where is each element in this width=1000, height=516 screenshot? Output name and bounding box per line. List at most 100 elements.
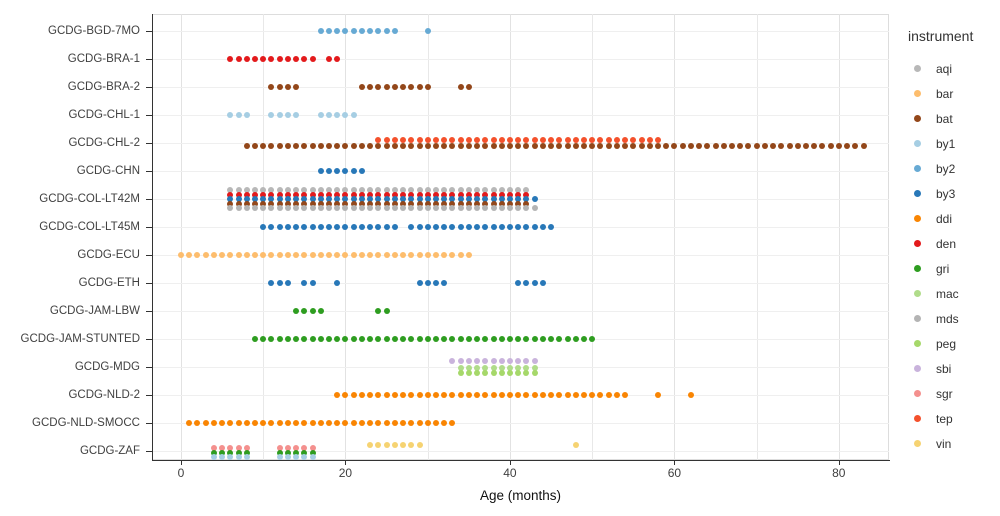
data-point xyxy=(252,56,258,62)
data-point xyxy=(441,336,448,343)
data-point xyxy=(630,136,637,143)
data-point xyxy=(465,370,472,377)
data-point xyxy=(556,392,563,399)
data-point xyxy=(227,252,234,259)
data-point xyxy=(326,205,332,212)
data-point xyxy=(334,336,341,343)
data-point xyxy=(293,445,300,452)
data-point xyxy=(531,280,538,287)
data-point xyxy=(375,224,382,231)
data-point xyxy=(408,224,415,231)
data-point xyxy=(515,191,522,198)
horizontal-gridline xyxy=(152,311,889,313)
data-point xyxy=(416,205,423,212)
data-point xyxy=(441,187,448,194)
data-point xyxy=(276,336,283,343)
data-point xyxy=(194,252,201,259)
data-point xyxy=(580,143,587,150)
data-point xyxy=(252,187,258,194)
legend-item-by3: by3 xyxy=(908,181,998,206)
data-point xyxy=(301,196,308,203)
legend-key-dot xyxy=(914,365,921,372)
data-point xyxy=(227,191,234,198)
vertical-gridline xyxy=(427,14,429,460)
data-point xyxy=(276,453,283,460)
data-point xyxy=(745,143,752,150)
data-point xyxy=(523,196,530,203)
data-point xyxy=(284,445,291,452)
data-point xyxy=(301,224,308,231)
y-axis-label: GCDG-CHL-1 xyxy=(68,109,140,122)
data-point xyxy=(416,136,423,143)
data-point xyxy=(301,200,308,207)
data-point xyxy=(548,392,554,399)
y-axis-label: GCDG-BRA-2 xyxy=(67,81,140,94)
data-point xyxy=(416,336,423,343)
legend-item-by1: by1 xyxy=(908,131,998,156)
data-point xyxy=(334,56,341,62)
data-point xyxy=(506,136,513,143)
data-point xyxy=(441,420,448,427)
data-point xyxy=(457,252,464,259)
data-point xyxy=(235,205,242,212)
data-point xyxy=(293,449,300,456)
data-point xyxy=(317,187,324,194)
data-point xyxy=(375,196,382,203)
data-point xyxy=(293,187,300,194)
data-point xyxy=(432,191,439,198)
horizontal-gridline xyxy=(152,255,889,257)
data-point xyxy=(474,336,480,343)
data-point xyxy=(219,252,226,259)
data-point xyxy=(358,420,365,427)
legend-key-dot xyxy=(914,265,921,272)
data-point xyxy=(811,143,818,150)
y-axis-tick xyxy=(146,171,152,173)
data-point xyxy=(449,224,456,231)
data-point xyxy=(441,205,448,212)
y-axis-label: GCDG-NLD-SMOCC xyxy=(32,417,140,430)
data-point xyxy=(391,28,398,34)
data-point xyxy=(432,392,439,399)
data-point xyxy=(432,196,439,203)
horizontal-gridline xyxy=(152,87,889,89)
data-point xyxy=(424,28,431,34)
data-point xyxy=(342,252,349,259)
data-point xyxy=(564,392,571,399)
data-point xyxy=(531,196,538,203)
data-point xyxy=(358,28,365,34)
data-point xyxy=(457,136,464,143)
data-point xyxy=(342,143,349,150)
data-point xyxy=(786,143,793,150)
data-point xyxy=(597,136,604,143)
data-point xyxy=(342,200,349,207)
data-point xyxy=(367,392,374,399)
legend-key-dot xyxy=(914,315,921,322)
data-point xyxy=(572,392,579,399)
y-axis-label: GCDG-JAM-STUNTED xyxy=(20,333,140,346)
data-point xyxy=(342,28,349,34)
data-point xyxy=(490,336,497,343)
data-point xyxy=(490,392,497,399)
data-point xyxy=(506,365,513,372)
data-point xyxy=(342,187,349,194)
data-point xyxy=(432,252,439,259)
data-point xyxy=(301,453,308,460)
data-point xyxy=(309,453,316,460)
legend-item-label: bat xyxy=(936,111,953,126)
data-point xyxy=(227,112,234,119)
data-point xyxy=(383,205,390,212)
data-point xyxy=(515,370,522,377)
data-point xyxy=(432,280,439,287)
data-point xyxy=(284,205,291,212)
data-point xyxy=(367,28,374,34)
data-point xyxy=(465,84,472,91)
data-point xyxy=(227,205,234,212)
legend-key-dot xyxy=(914,415,921,422)
data-point xyxy=(400,200,406,207)
data-point xyxy=(408,252,415,259)
data-point xyxy=(375,200,382,207)
data-point xyxy=(309,252,316,259)
y-axis-label: GCDG-BRA-1 xyxy=(67,53,140,65)
data-point xyxy=(235,200,242,207)
data-point xyxy=(276,84,283,91)
